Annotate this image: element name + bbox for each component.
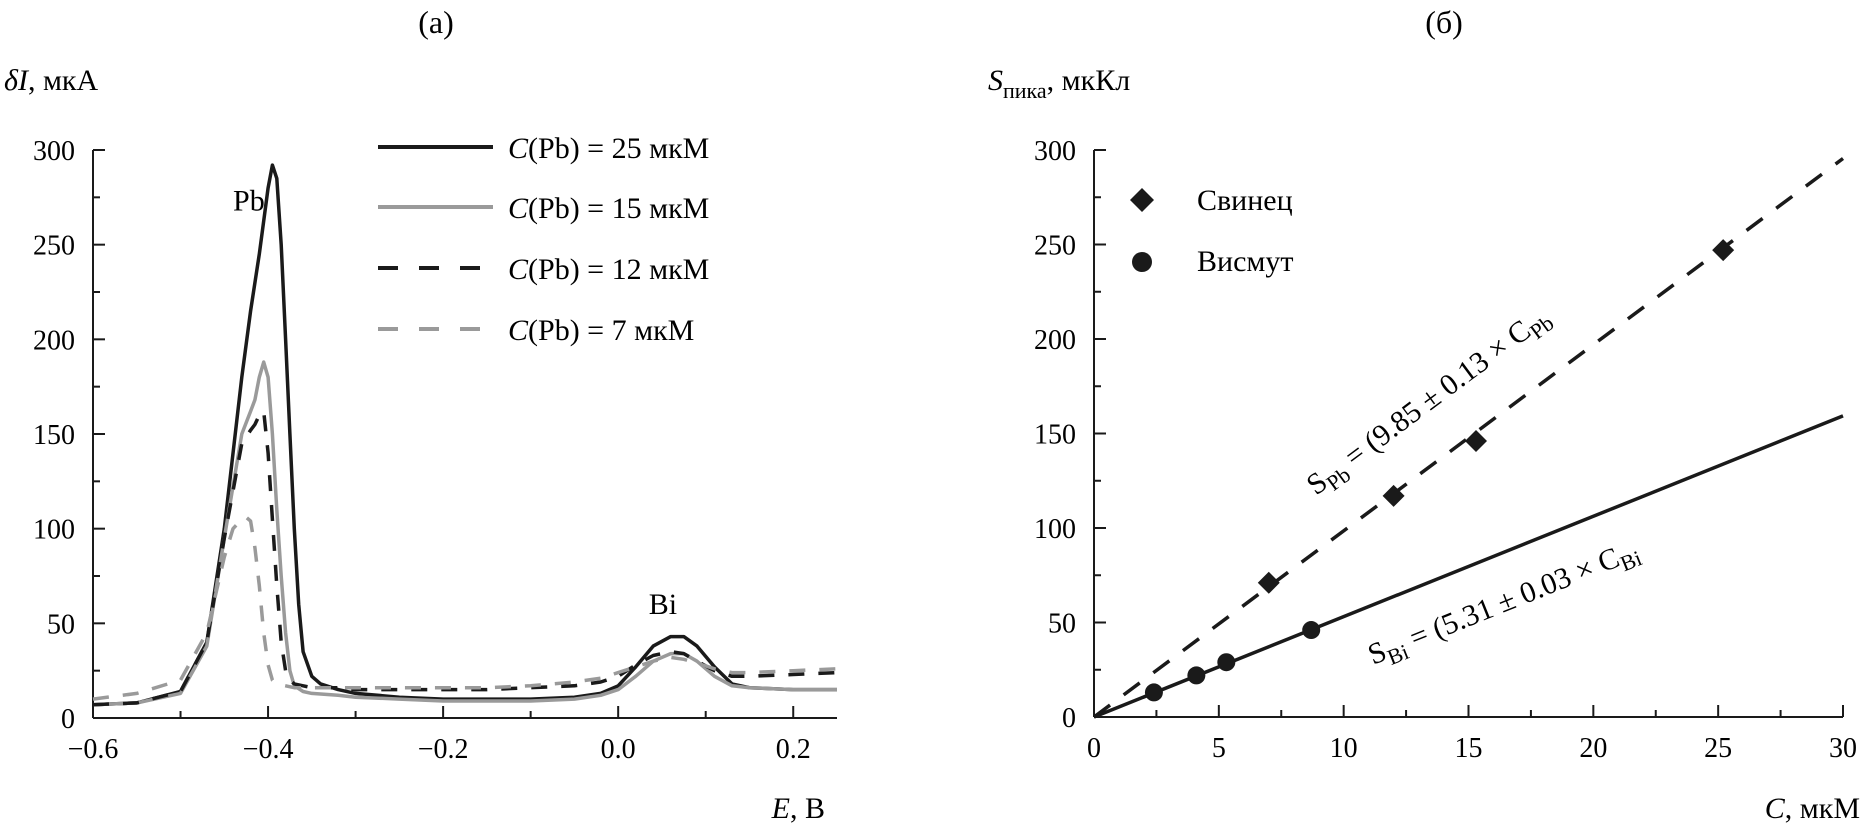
legend-a: C(Pb) = 25 мкМ C(Pb) = 15 мкМ C(Pb) = 12… bbox=[378, 132, 709, 347]
y-tick-label-a: 0 bbox=[61, 704, 75, 735]
series-line-3 bbox=[92, 515, 838, 701]
legend-label-12: C(Pb) = 12 мкМ bbox=[508, 253, 709, 286]
panel-label-b: (б) bbox=[1425, 4, 1463, 40]
x-tick-label-b: 20 bbox=[1579, 733, 1607, 764]
axes-a bbox=[92, 150, 837, 719]
y-axis-unit-a: , мкА bbox=[28, 64, 99, 97]
legend-label-lead: Свинец bbox=[1197, 184, 1293, 217]
x-tick-label-b: 15 bbox=[1455, 733, 1483, 764]
y-tick-label-b: 50 bbox=[1048, 609, 1076, 640]
x-tick-label-a: −0.6 bbox=[68, 734, 119, 765]
y-tick-label-a: 300 bbox=[33, 136, 75, 167]
ticks-b: 0 50 100 150 200 250 300 0 5 10 15 20 25 30 bbox=[1034, 136, 1857, 764]
annotation-bi: Bi bbox=[649, 588, 677, 621]
x-tick-label-b: 25 bbox=[1704, 733, 1732, 764]
y-tick-label-b: 100 bbox=[1034, 514, 1076, 545]
legend-label-7: C(Pb) = 7 мкМ bbox=[508, 314, 694, 347]
y-tick-label-b: 250 bbox=[1034, 231, 1076, 262]
fit-line-bi bbox=[1093, 414, 1844, 719]
x-axis-unit-b: , мкМ bbox=[1785, 792, 1860, 825]
legend-label-15: C(Pb) = 15 мкМ bbox=[508, 192, 709, 225]
data-point-bi bbox=[1144, 683, 1163, 702]
x-axis-var-b: C bbox=[1765, 792, 1786, 825]
x-tick-label-b: 0 bbox=[1087, 733, 1101, 764]
data-point-pb bbox=[1382, 484, 1405, 507]
eq-pb-body: = (9.85 ± 0.13 × C bbox=[1332, 314, 1536, 478]
y-tick-label-b: 200 bbox=[1034, 325, 1076, 356]
eq-bi-body: = (5.31 ± 0.03 × C bbox=[1398, 541, 1624, 658]
data-point-pb bbox=[1464, 430, 1487, 453]
y-tick-label-a: 150 bbox=[33, 420, 75, 451]
y-tick-label-b: 300 bbox=[1034, 136, 1076, 167]
legend-rest: (Pb) = 25 мкМ bbox=[528, 132, 709, 165]
x-tick-label-b: 10 bbox=[1330, 733, 1358, 764]
y-axis-title-a: δI, мкА bbox=[4, 64, 98, 97]
legend-var: C bbox=[508, 132, 529, 165]
legend-marker-circle bbox=[1132, 252, 1152, 272]
data-point-bi bbox=[1187, 666, 1206, 685]
y-axis-var-a: δI bbox=[4, 64, 30, 97]
x-axis-var-a: E bbox=[771, 792, 790, 825]
y-tick-label-a: 100 bbox=[33, 515, 75, 546]
y-tick-label-b: 0 bbox=[1062, 703, 1076, 734]
y-axis-sub-b: пика bbox=[1003, 78, 1047, 103]
x-tick-label-a: 0.2 bbox=[776, 734, 811, 765]
series-a bbox=[92, 163, 838, 707]
legend-var: C bbox=[508, 253, 529, 286]
x-axis-title-a: E, В bbox=[771, 792, 825, 825]
data-points-b bbox=[1144, 239, 1735, 702]
data-point-pb bbox=[1712, 239, 1735, 262]
legend-label-25: C(Pb) = 25 мкМ bbox=[508, 132, 709, 165]
data-point-pb bbox=[1257, 571, 1280, 594]
y-axis-title-b: Sпика, мкКл bbox=[988, 64, 1130, 103]
y-tick-label-b: 150 bbox=[1034, 420, 1076, 451]
x-tick-label-a: 0.0 bbox=[601, 734, 636, 765]
y-tick-label-a: 200 bbox=[33, 325, 75, 356]
x-tick-label-b: 5 bbox=[1212, 733, 1226, 764]
y-axis-unit-b: , мкКл bbox=[1047, 64, 1131, 97]
x-tick-label-a: −0.2 bbox=[418, 734, 469, 765]
chart-panel-b: (б) Sпика, мкКл C, мкМ 05010015020025030… bbox=[988, 4, 1860, 825]
x-tick-label-a: −0.4 bbox=[243, 734, 294, 765]
series-line-1 bbox=[92, 360, 837, 707]
data-point-bi bbox=[1302, 621, 1321, 640]
legend-marker-diamond bbox=[1130, 188, 1154, 212]
series-line-2 bbox=[92, 409, 838, 707]
series-line-0 bbox=[92, 163, 837, 707]
chart-panel-a: (a) δI, мкА E, В 0 50 100 150 200 250 300 −0.6 −… bbox=[4, 4, 838, 825]
equation-bi: SBi = (5.31 ± 0.03 × CBi bbox=[1363, 533, 1645, 676]
equation-pb: SPb = (9.85 ± 0.13 × CPb bbox=[1300, 300, 1558, 506]
y-axis-var-b: S bbox=[988, 64, 1003, 97]
x-axis-unit-a: , В bbox=[790, 792, 825, 825]
legend-var: C bbox=[508, 314, 529, 347]
legend-label-bismuth: Висмут bbox=[1197, 245, 1293, 278]
legend-var: C bbox=[508, 192, 529, 225]
legend-b: Свинец Висмут bbox=[1130, 184, 1293, 278]
ticks-a: 0 50 100 150 200 250 300 −0.6 −0.4 −0.2 0.0 0.2 bbox=[33, 136, 811, 765]
legend-rest: (Pb) = 7 мкМ bbox=[528, 314, 694, 347]
legend-rest: (Pb) = 12 мкМ bbox=[528, 253, 709, 286]
x-axis-title-b: C, мкМ bbox=[1765, 792, 1860, 825]
x-tick-label-b: 30 bbox=[1829, 733, 1857, 764]
y-tick-label-a: 250 bbox=[33, 231, 75, 262]
legend-rest: (Pb) = 15 мкМ bbox=[528, 192, 709, 225]
data-point-bi bbox=[1217, 653, 1236, 672]
annotation-pb: Pb bbox=[233, 185, 265, 218]
panel-label-a: (a) bbox=[418, 4, 454, 40]
y-tick-label-a: 50 bbox=[47, 609, 75, 640]
